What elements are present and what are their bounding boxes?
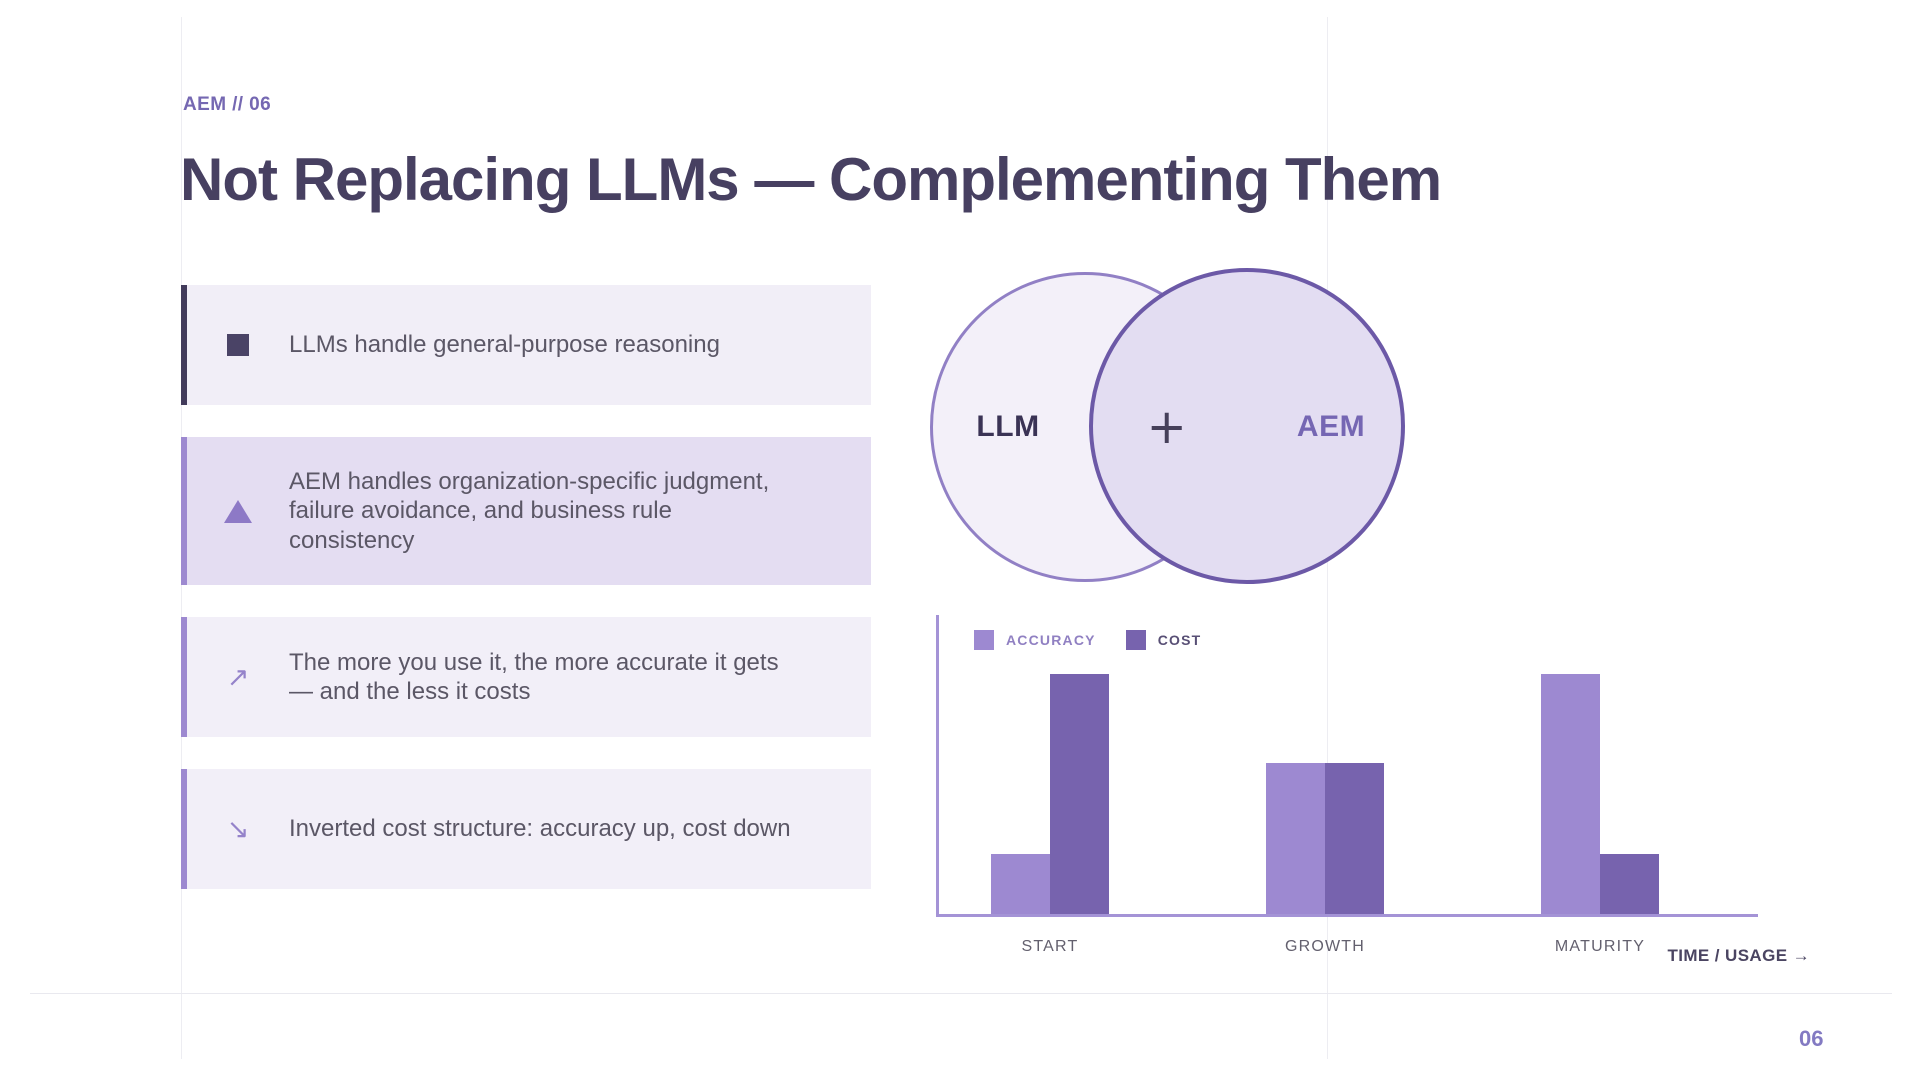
icon-cell: ↘ (187, 816, 289, 843)
icon-cell: ↗ (187, 664, 289, 691)
bar-cost-start (1050, 674, 1109, 914)
legend-label: ACCURACY (1006, 632, 1096, 648)
arrow-up-right-icon: ↗ (226, 661, 250, 693)
list-item-text: Inverted cost structure: accuracy up, co… (289, 815, 791, 843)
chart-x-axis-label: TIME / USAGE → (1667, 946, 1810, 965)
page-number: 06 (1799, 1026, 1824, 1051)
bar-accuracy-growth (1266, 763, 1325, 914)
key-points-list: LLMs handle general-purpose reasoning AE… (181, 285, 871, 889)
page-title: Not Replacing LLMs — Complementing Them (180, 146, 1442, 213)
venn-circle-aem (1089, 268, 1405, 584)
bar-chart (936, 615, 1758, 917)
venn-label-llm: LLM (976, 410, 1040, 443)
list-item: LLMs handle general-purpose reasoning (181, 285, 871, 405)
chart-x-axis (936, 914, 1758, 917)
list-item: ↘ Inverted cost structure: accuracy up, … (181, 769, 871, 889)
bar-cost-growth (1325, 763, 1384, 914)
list-item-text: The more you use it, the more accurate i… (289, 648, 779, 705)
venn-label-aem: AEM (1296, 410, 1366, 443)
arrow-down-right-icon: ↘ (226, 813, 250, 845)
chart-legend: ACCURACY COST (974, 630, 1201, 650)
list-item: AEM handles organization-specific judgme… (181, 437, 871, 585)
bar-accuracy-start (991, 854, 1050, 914)
chart-y-axis (936, 615, 939, 917)
list-item-text: LLMs handle general-purpose reasoning (289, 331, 720, 359)
legend-label: COST (1157, 632, 1202, 648)
slide-eyebrow: AEM // 06 (183, 94, 272, 115)
legend-swatch-icon (1125, 630, 1146, 650)
icon-cell (187, 334, 289, 356)
triangle-icon (224, 499, 252, 523)
category-label: GROWTH (1284, 938, 1366, 955)
square-icon (227, 334, 249, 356)
background-rule-bottom (30, 993, 1892, 994)
category-label: START (1021, 938, 1079, 955)
legend-item: ACCURACY (974, 630, 1096, 650)
legend-swatch-icon (974, 630, 994, 650)
bar-accuracy-maturity (1541, 674, 1600, 914)
plus-icon: + (1146, 399, 1188, 455)
icon-cell (187, 499, 289, 523)
legend-item: COST (1125, 630, 1202, 650)
bar-cost-maturity (1600, 854, 1659, 914)
list-item-text: AEM handles organization-specific judgme… (289, 468, 770, 554)
list-item: ↗ The more you use it, the more accurate… (181, 617, 871, 737)
category-label: MATURITY (1554, 938, 1646, 955)
